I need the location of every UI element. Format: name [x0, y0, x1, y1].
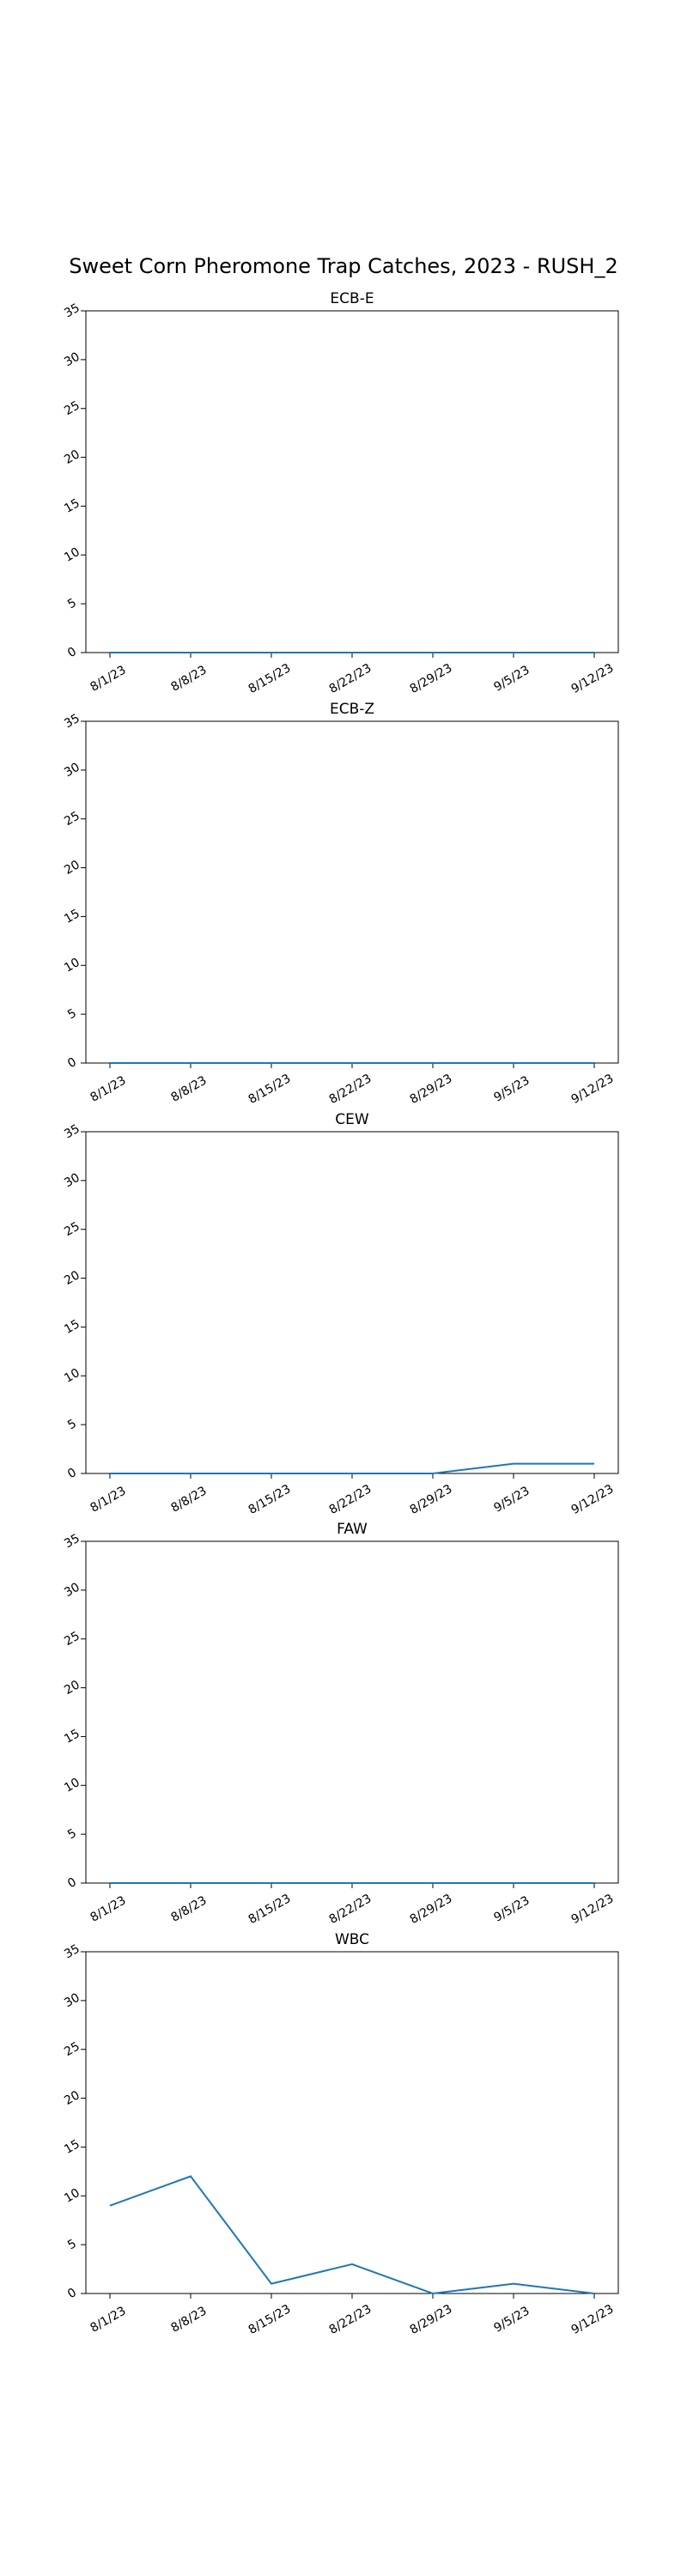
x-tick-label: 8/29/23	[408, 1482, 455, 1517]
y-tick-label: 5	[65, 1417, 79, 1432]
panel-title: FAW	[337, 1521, 368, 1538]
y-tick-label: 35	[62, 712, 82, 732]
y-tick-label: 25	[62, 2039, 82, 2059]
y-tick-label: 30	[62, 1990, 82, 2010]
panel-title: CEW	[335, 1111, 369, 1128]
x-tick-label: 8/15/23	[246, 1072, 294, 1107]
x-tick-label: 8/15/23	[246, 1482, 294, 1517]
y-tick-label: 5	[65, 1006, 79, 1022]
x-tick-label: 9/5/23	[491, 1073, 532, 1104]
figure-title: Sweet Corn Pheromone Trap Catches, 2023 …	[69, 254, 617, 278]
y-tick-label: 15	[62, 1727, 82, 1747]
series-line-wbc	[109, 2175, 595, 2295]
y-tick-label: 5	[65, 2237, 79, 2252]
y-tick-label: 35	[62, 1122, 82, 1142]
panel-title: ECB-E	[330, 290, 374, 307]
y-tick-label: 0	[65, 645, 79, 660]
y-tick-label: 10	[62, 2186, 82, 2206]
panel-ecb-e: ECB-E 0 5 10 15 20 25 30 35 8/1/23 8/8/23 8/15/23 8/…	[62, 290, 619, 696]
plot-frame	[85, 1131, 619, 1474]
plot-frame	[85, 1951, 619, 2294]
x-tick-label: 8/22/23	[327, 661, 374, 696]
x-tick-label: 8/22/23	[327, 1072, 374, 1107]
x-tick-label: 9/12/23	[569, 2302, 617, 2337]
y-tick-label: 0	[65, 1466, 79, 1481]
panel-title: WBC	[335, 1931, 369, 1948]
x-tick-label: 8/1/23	[88, 663, 128, 694]
x-tick-label: 8/1/23	[88, 1073, 128, 1104]
y-tick-label: 10	[62, 545, 82, 565]
series-line-cew	[110, 1462, 594, 1474]
y-tick-label: 10	[62, 956, 82, 975]
x-tick-label: 8/8/23	[168, 663, 209, 694]
x-tick-label: 9/5/23	[491, 1893, 532, 1924]
x-tick-label: 8/29/23	[408, 1892, 455, 1927]
y-tick-label: 20	[62, 858, 82, 878]
panel-wbc: WBC 0 5 10 15 20 25 30 35 8/1/23 8/8/23 8/15/23 8/22…	[62, 1931, 619, 2337]
y-tick-label: 5	[65, 596, 79, 611]
panel-cew: CEW 0 5 10 15 20 25 30 35 8/1/23 8/8/23 8/15/23 8/22…	[62, 1111, 619, 1517]
x-tick-label: 8/8/23	[168, 1893, 209, 1924]
y-tick-label: 10	[62, 1366, 82, 1386]
x-tick-label: 8/22/23	[327, 2302, 374, 2337]
y-tick-label: 20	[62, 2088, 82, 2108]
y-tick-label: 30	[62, 1580, 82, 1600]
y-tick-label: 35	[62, 301, 82, 321]
plot-frame	[85, 310, 619, 653]
y-tick-label: 25	[62, 1629, 82, 1649]
x-tick-label: 8/15/23	[246, 1892, 294, 1927]
x-tick-label: 8/22/23	[327, 1892, 374, 1927]
x-tick-label: 9/5/23	[491, 1484, 532, 1515]
y-tick-label: 25	[62, 809, 82, 829]
y-tick-label: 30	[62, 760, 82, 780]
x-tick-label: 8/1/23	[88, 1484, 128, 1515]
y-tick-label: 15	[62, 1317, 82, 1337]
y-tick-label: 30	[62, 1170, 82, 1190]
y-tick-label: 30	[62, 349, 82, 369]
y-tick-label: 20	[62, 447, 82, 467]
y-tick-label: 0	[65, 2286, 79, 2301]
y-tick-label: 25	[62, 1219, 82, 1239]
panel-faw: FAW 0 5 10 15 20 25 30 35 8/1/23 8/8/23 8/15/23 8/22…	[62, 1521, 619, 1927]
plot-frame	[85, 720, 619, 1064]
y-tick-label: 0	[65, 1875, 79, 1891]
x-tick-label: 9/5/23	[491, 663, 532, 694]
y-tick-label: 20	[62, 1678, 82, 1698]
y-tick-label: 20	[62, 1268, 82, 1288]
x-tick-label: 9/12/23	[569, 1892, 617, 1927]
x-tick-label: 9/12/23	[569, 1482, 617, 1517]
x-tick-label: 8/29/23	[408, 2302, 455, 2337]
panel-title: ECB-Z	[330, 701, 374, 718]
x-tick-label: 8/15/23	[246, 2302, 294, 2337]
y-tick-label: 0	[65, 1055, 79, 1071]
y-tick-label: 35	[62, 1532, 82, 1552]
y-tick-label: 15	[62, 496, 82, 516]
x-tick-label: 8/1/23	[88, 1893, 128, 1924]
y-tick-label: 35	[62, 1942, 82, 1962]
y-tick-label: 10	[62, 1776, 82, 1795]
x-tick-label: 8/29/23	[408, 1072, 455, 1107]
x-tick-label: 9/5/23	[491, 2304, 532, 2335]
x-tick-label: 8/8/23	[168, 2304, 209, 2335]
y-tick-label: 25	[62, 398, 82, 418]
x-tick-label: 9/12/23	[569, 661, 617, 696]
y-tick-label: 15	[62, 907, 82, 927]
x-tick-label: 8/29/23	[408, 661, 455, 696]
plot-frame	[85, 1540, 619, 1884]
x-tick-label: 9/12/23	[569, 1072, 617, 1107]
x-tick-label: 8/22/23	[327, 1482, 374, 1517]
y-tick-label: 5	[65, 1826, 79, 1842]
panel-ecb-z: ECB-Z 0 5 10 15 20 25 30 35 8/1/23 8/8/23 8/15/23 8/…	[62, 701, 619, 1107]
y-tick-label: 15	[62, 2137, 82, 2157]
x-tick-label: 8/15/23	[246, 661, 294, 696]
x-tick-label: 8/8/23	[168, 1484, 209, 1515]
x-tick-label: 8/8/23	[168, 1073, 209, 1104]
x-tick-label: 8/1/23	[88, 2304, 128, 2335]
